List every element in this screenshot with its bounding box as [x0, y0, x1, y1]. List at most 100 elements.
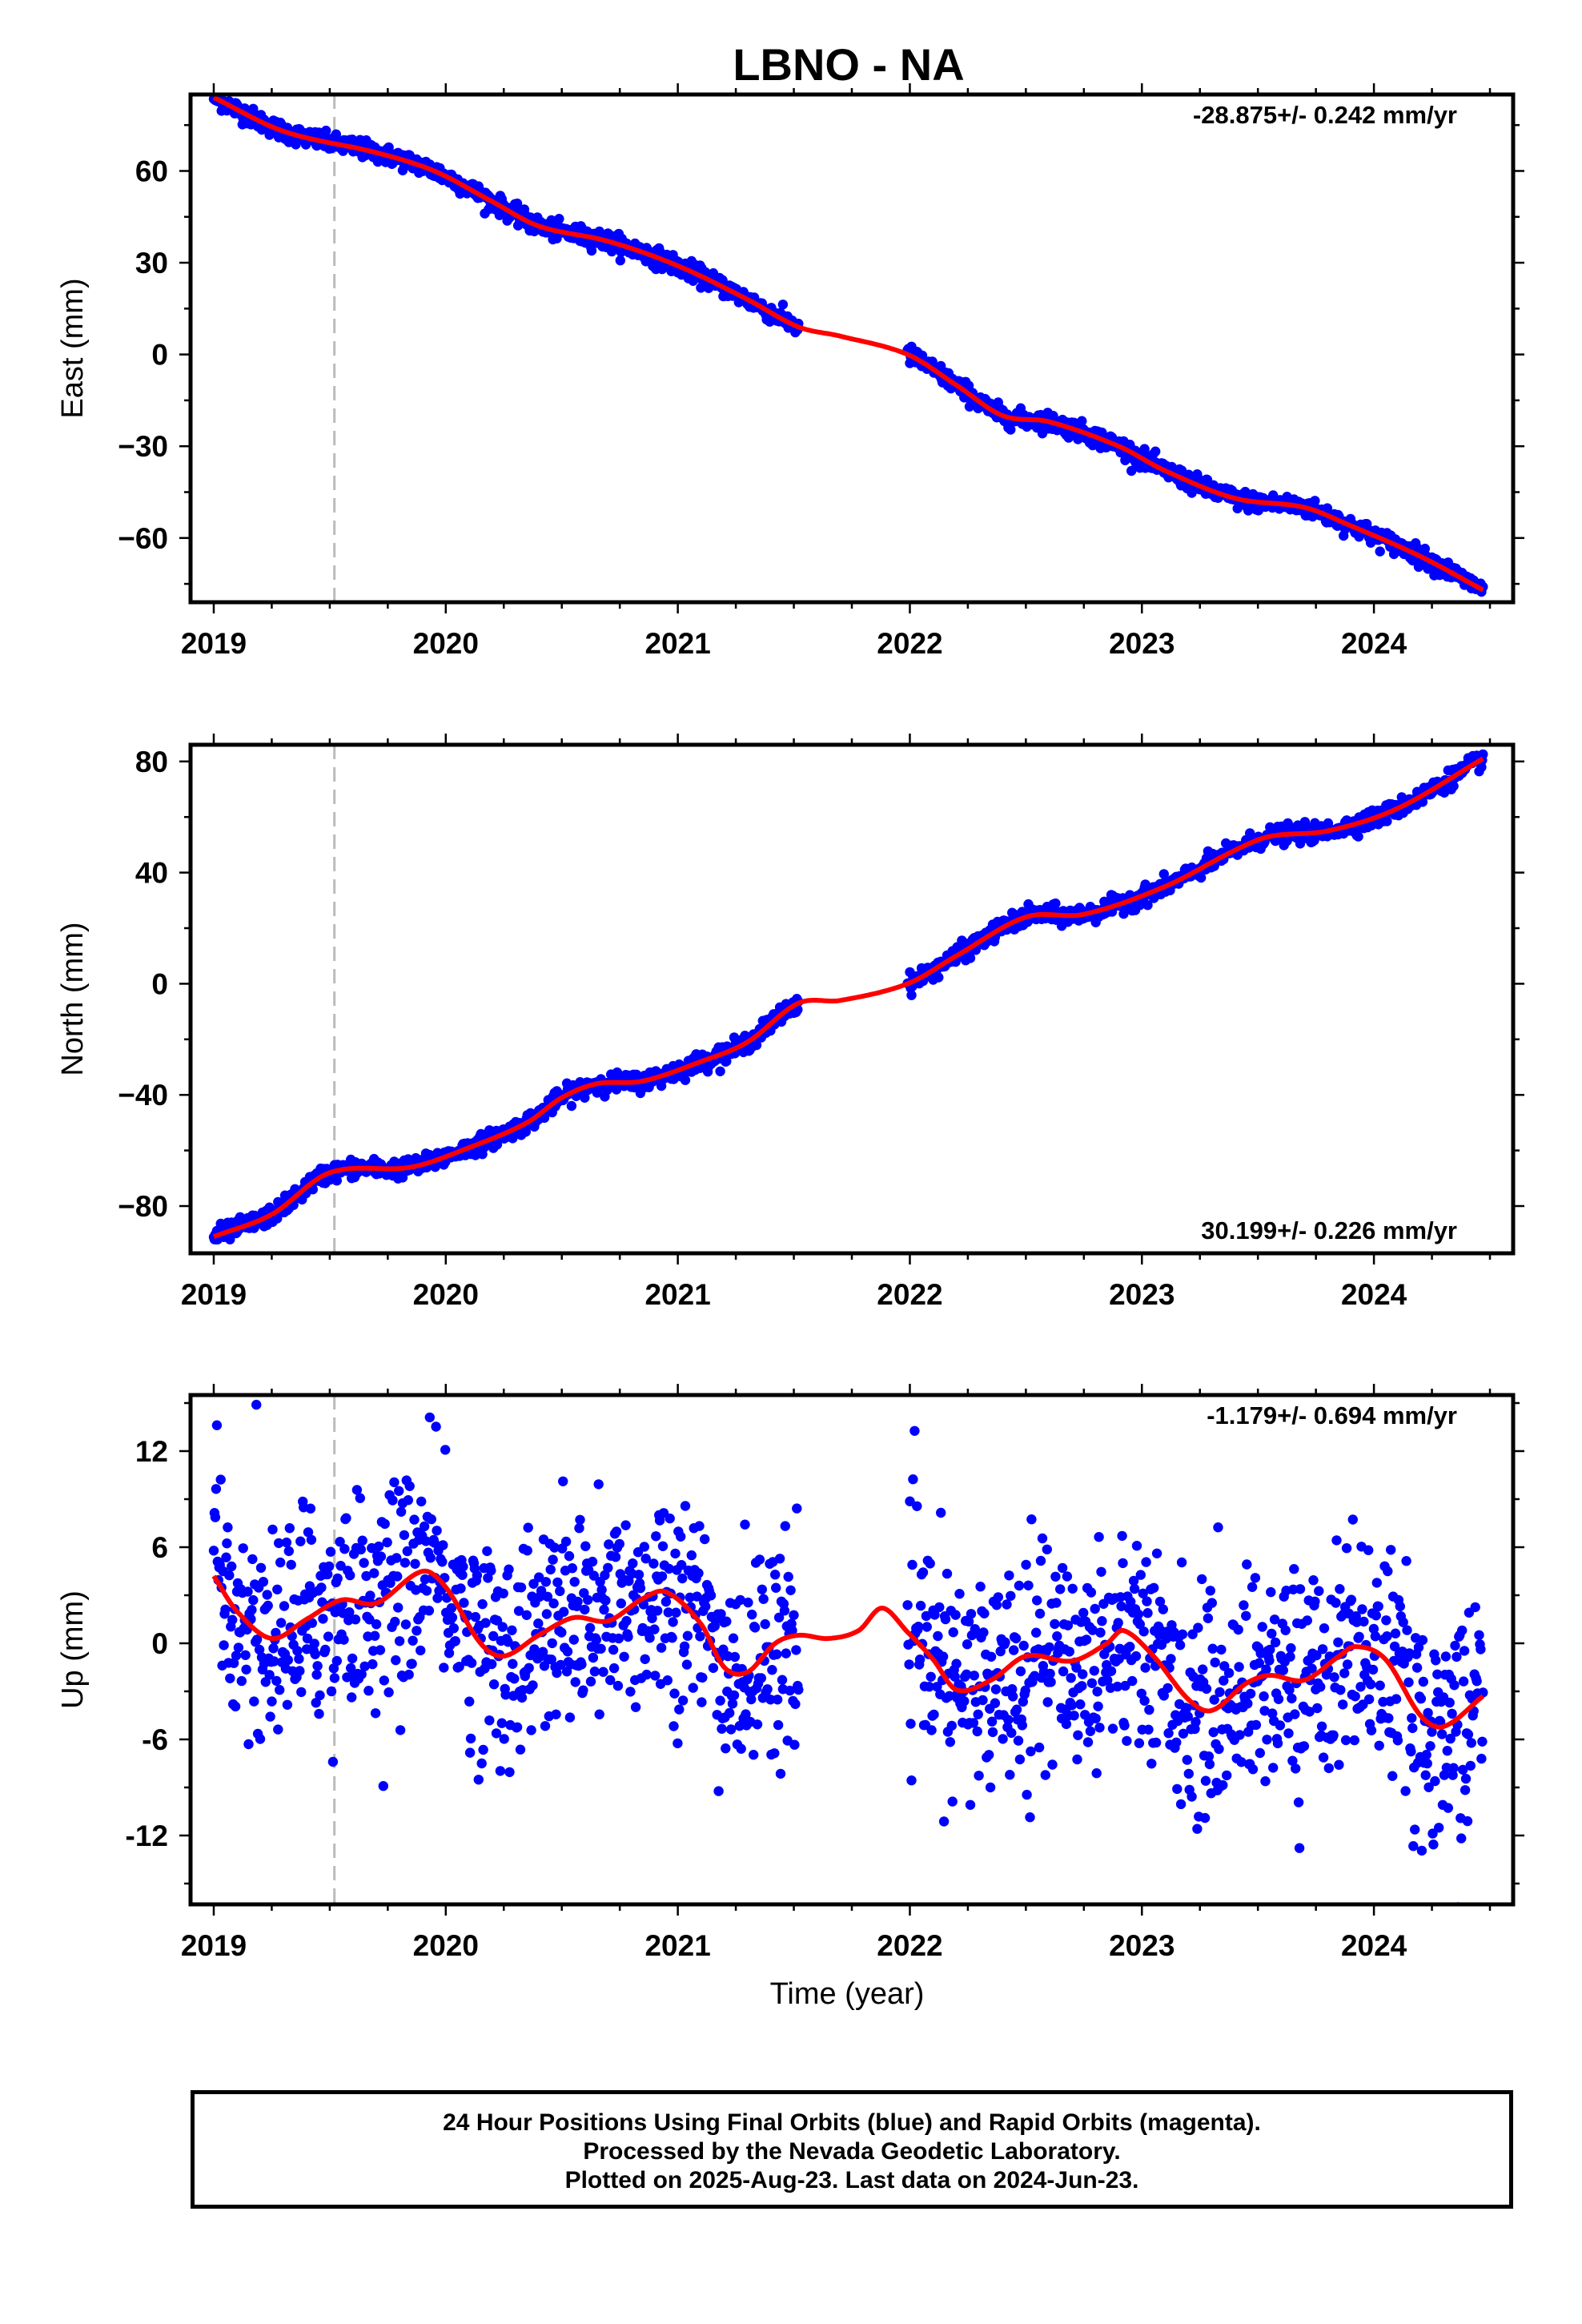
data-point	[466, 1658, 477, 1668]
data-point	[412, 1626, 422, 1636]
data-point	[476, 1758, 487, 1769]
data-point	[1094, 1723, 1105, 1733]
data-point	[663, 1607, 673, 1618]
data-point	[1219, 1675, 1229, 1686]
data-point	[1199, 1812, 1211, 1823]
data-point	[1415, 1694, 1427, 1704]
data-point	[227, 1561, 237, 1572]
data-point	[688, 1683, 698, 1693]
data-point	[628, 1558, 638, 1569]
data-point	[791, 1645, 801, 1655]
data-point	[470, 1611, 481, 1622]
data-point	[251, 1399, 262, 1410]
data-point	[614, 1538, 624, 1550]
data-point	[555, 1586, 565, 1597]
data-point	[1318, 1752, 1329, 1763]
data-point	[1278, 1665, 1289, 1675]
x-tick-label: 2023	[1109, 1929, 1174, 1962]
data-point	[1427, 1727, 1437, 1737]
data-point	[613, 1633, 624, 1644]
data-point	[456, 1583, 466, 1594]
data-point	[400, 1619, 412, 1630]
data-point	[335, 1537, 345, 1547]
data-point	[978, 1695, 988, 1706]
data-point	[1418, 1676, 1429, 1687]
data-point	[459, 1598, 469, 1608]
data-point	[223, 1522, 233, 1533]
data-point	[596, 1643, 606, 1654]
data-point	[1003, 1715, 1014, 1725]
data-point	[344, 1607, 355, 1618]
data-point	[220, 1604, 231, 1615]
data-point	[1077, 1681, 1087, 1691]
footer-note-box: 24 Hour Positions Using Final Orbits (bl…	[191, 2090, 1513, 2209]
data-point	[1440, 1651, 1452, 1662]
data-point	[1139, 1695, 1150, 1706]
data-point	[1273, 1694, 1284, 1704]
data-point	[1346, 1594, 1357, 1605]
data-point	[1051, 1598, 1062, 1608]
data-point	[438, 1540, 448, 1550]
data-point	[537, 1647, 548, 1657]
data-point	[682, 1630, 693, 1641]
data-point	[686, 1550, 697, 1561]
data-point	[410, 1558, 420, 1570]
chart-title: LBNO - NA	[733, 39, 964, 90]
y-tick-label: 40	[135, 857, 168, 890]
data-point	[608, 1644, 619, 1655]
data-point	[1284, 1685, 1295, 1695]
data-point	[1383, 1566, 1393, 1577]
data-point	[1009, 1645, 1019, 1655]
x-tick-label: 2019	[181, 1929, 247, 1962]
data-point	[1350, 1691, 1360, 1702]
data-point	[347, 1653, 358, 1664]
data-point	[1266, 1586, 1276, 1598]
data-point	[1014, 1754, 1026, 1765]
data-point	[1213, 1522, 1223, 1533]
data-point	[649, 1624, 660, 1634]
data-point	[1268, 1763, 1279, 1773]
data-point	[1223, 1667, 1235, 1679]
data-point	[1428, 1839, 1439, 1850]
y-tick-label: −40	[118, 1079, 168, 1112]
data-point	[331, 1655, 342, 1667]
data-point	[1126, 1596, 1136, 1607]
data-point	[630, 1702, 641, 1712]
data-point	[667, 1633, 677, 1643]
data-point	[926, 1671, 936, 1682]
data-point	[652, 1606, 663, 1616]
data-point	[1141, 1557, 1151, 1567]
data-point	[1215, 1687, 1225, 1698]
data-point	[1411, 1663, 1423, 1673]
data-point	[552, 1577, 563, 1588]
data-point	[1181, 1703, 1192, 1714]
data-point	[275, 1557, 286, 1568]
data-point	[243, 1739, 254, 1750]
data-point	[369, 1568, 379, 1578]
data-point	[208, 1546, 219, 1556]
data-point	[540, 1721, 551, 1731]
data-point	[728, 1633, 739, 1643]
data-point	[1410, 1824, 1420, 1835]
data-point	[962, 1669, 972, 1679]
data-point	[558, 1476, 568, 1487]
data-point	[625, 1687, 636, 1697]
data-point	[1423, 1782, 1434, 1792]
data-point	[727, 1699, 738, 1709]
data-point	[1172, 1783, 1182, 1795]
data-point	[370, 1708, 381, 1719]
data-point	[351, 1485, 363, 1495]
data-point	[580, 1541, 591, 1551]
data-point	[1254, 1658, 1265, 1668]
data-point	[946, 1720, 958, 1731]
data-point	[583, 1594, 593, 1606]
data-point	[700, 1534, 710, 1545]
data-point	[905, 1496, 915, 1506]
data-point	[1413, 1642, 1424, 1653]
data-point	[973, 1709, 983, 1719]
data-point	[268, 1643, 279, 1654]
data-point	[421, 1586, 432, 1596]
data-point	[1408, 1841, 1419, 1852]
data-point	[1097, 1616, 1107, 1626]
data-point	[546, 1655, 556, 1665]
